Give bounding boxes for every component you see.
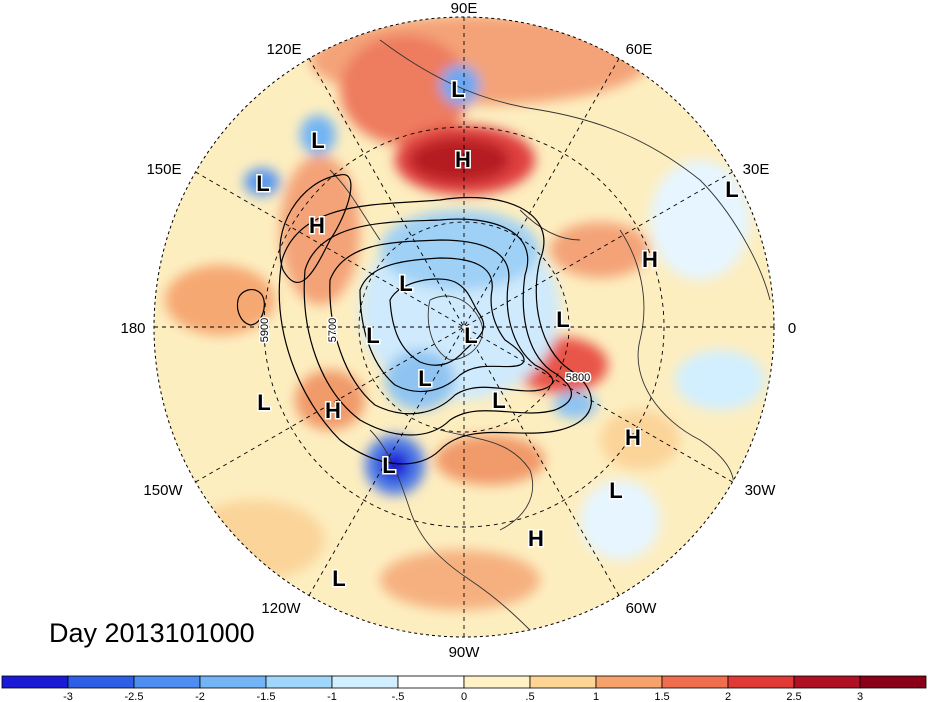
graticule bbox=[154, 17, 774, 637]
pressure-center-high: H bbox=[309, 213, 325, 238]
lon-label-60w: 60W bbox=[626, 600, 658, 617]
colorbar-swatch bbox=[67, 675, 135, 689]
lon-label-90w: 90W bbox=[449, 644, 481, 661]
colorbar-swatch bbox=[331, 675, 399, 689]
contour-label-5700: 5700 bbox=[327, 318, 339, 342]
colorbar-swatch bbox=[529, 675, 597, 689]
map-title: Day 2013101000 bbox=[49, 618, 255, 648]
pressure-center-low: L bbox=[311, 128, 324, 153]
colorbar-swatch bbox=[133, 675, 201, 689]
lon-label-30e: 30E bbox=[743, 161, 770, 178]
colorbar-swatch bbox=[397, 675, 465, 689]
colorbar-tick-label: 0 bbox=[461, 691, 467, 702]
colorbar-swatch bbox=[199, 675, 267, 689]
pressure-center-high: H bbox=[642, 247, 658, 272]
pressure-center-low: L bbox=[556, 307, 569, 332]
pressure-center-high: H bbox=[455, 147, 471, 172]
lon-label-150w: 150W bbox=[143, 482, 183, 499]
pressure-center-low: L bbox=[382, 453, 395, 478]
colorbar-tick-label: -1 bbox=[327, 691, 337, 702]
colorbar-tick-label: -.5 bbox=[392, 691, 405, 702]
pressure-center-low: L bbox=[366, 323, 379, 348]
pressure-centers: L L H L H H L L L L L L L H L H L L H L bbox=[255, 76, 740, 593]
colorbar-swatch bbox=[265, 675, 333, 689]
pressure-center-high: H bbox=[325, 398, 341, 423]
colorbar-tick-label: 1.5 bbox=[654, 691, 669, 702]
colorbar-tick-label: -2.5 bbox=[125, 691, 144, 702]
lon-label-150e: 150E bbox=[146, 161, 181, 178]
pressure-center-low: L bbox=[725, 177, 738, 202]
colorbar: -3 -2.5 -2 -1.5 -1 -.5 0 .5 1 1.5 2 2.5 3 bbox=[1, 675, 927, 702]
pressure-center-low: L bbox=[492, 388, 505, 413]
lon-label-120w: 120W bbox=[261, 600, 301, 617]
pressure-center-high: H bbox=[528, 526, 544, 551]
colorbar-tick-label: -3 bbox=[63, 691, 73, 702]
pressure-center-low: L bbox=[256, 171, 269, 196]
map-border bbox=[153, 16, 775, 638]
lon-label-90e: 90E bbox=[451, 0, 478, 17]
colorbar-tick-label: -2 bbox=[195, 691, 205, 702]
pressure-center-low: L bbox=[609, 478, 622, 503]
colorbar-tick-label: 2 bbox=[725, 691, 731, 702]
lon-label-120e: 120E bbox=[266, 41, 301, 58]
pressure-center-low: L bbox=[332, 566, 345, 591]
colorbar-tick-label: .5 bbox=[525, 691, 534, 702]
colorbar-swatch bbox=[793, 675, 861, 689]
contour-label-5800: 5800 bbox=[566, 372, 590, 384]
pressure-center-low: L bbox=[399, 271, 412, 296]
pressure-center-high: H bbox=[625, 425, 641, 450]
contour-label-5900: 5900 bbox=[259, 318, 271, 342]
pressure-center-low: L bbox=[464, 323, 477, 348]
lon-label-30w: 30W bbox=[745, 482, 777, 499]
colorbar-swatch bbox=[727, 675, 795, 689]
colorbar-tick-label: 3 bbox=[857, 691, 863, 702]
pressure-center-low: L bbox=[418, 366, 431, 391]
lon-label-180: 180 bbox=[120, 320, 145, 337]
colorbar-swatch bbox=[1, 675, 69, 689]
lon-label-0: 0 bbox=[788, 320, 796, 337]
colorbar-swatch bbox=[595, 675, 663, 689]
pressure-center-low: L bbox=[451, 77, 464, 102]
pressure-center-low: L bbox=[257, 390, 270, 415]
colorbar-tick-label: 1 bbox=[593, 691, 599, 702]
colorbar-tick-label: 2.5 bbox=[786, 691, 801, 702]
colorbar-swatch bbox=[661, 675, 729, 689]
coastlines bbox=[329, 39, 771, 637]
colorbar-tick-label: -1.5 bbox=[257, 691, 276, 702]
colorbar-swatch bbox=[859, 675, 927, 689]
lon-label-60e: 60E bbox=[626, 41, 653, 58]
colorbar-swatch bbox=[463, 675, 531, 689]
height-contours bbox=[236, 174, 592, 465]
